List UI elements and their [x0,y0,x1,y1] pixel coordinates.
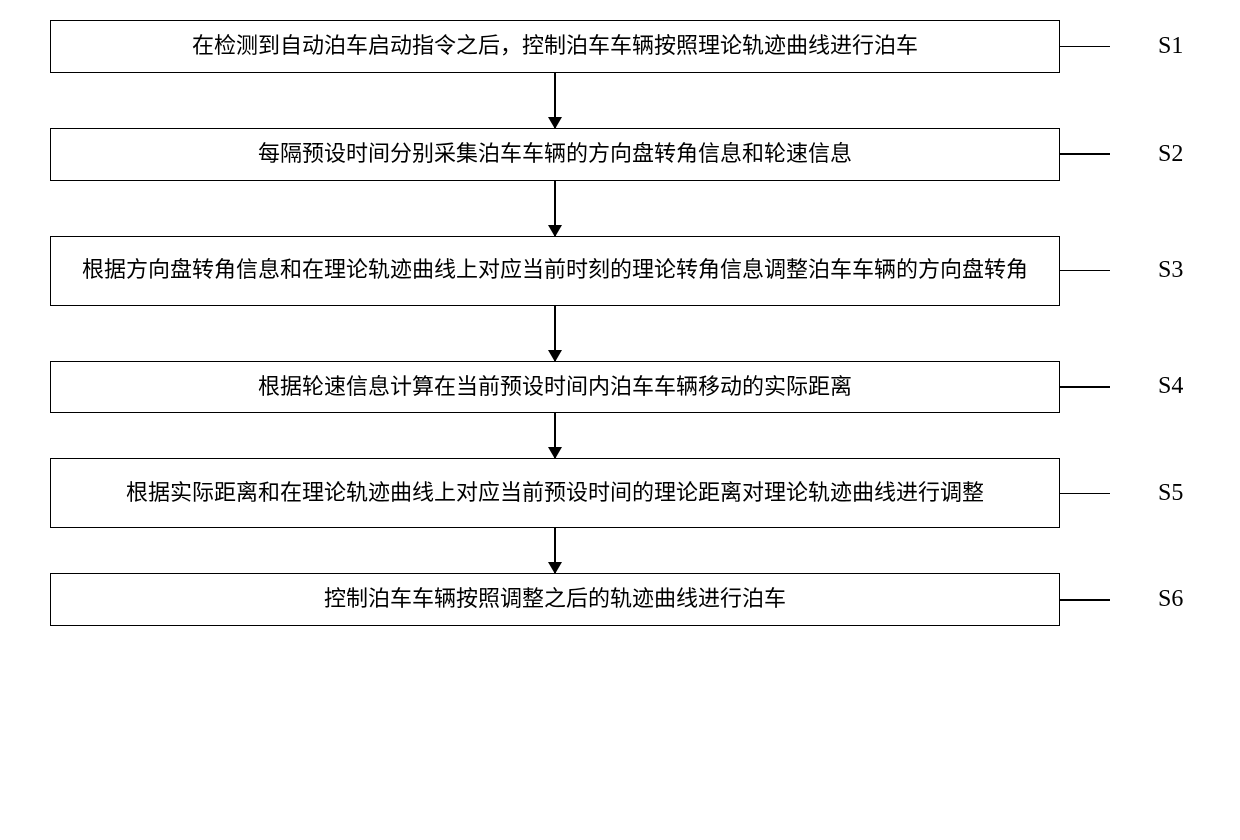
label-connector [1060,386,1110,388]
step-label-s4: S4 [1158,373,1183,400]
label-connector [1060,599,1110,601]
step-box-s4: 根据轮速信息计算在当前预设时间内泊车车辆移动的实际距离 [50,361,1060,414]
arrow-s2-s3 [50,181,1060,236]
label-connector [1060,493,1110,495]
step-box-s5: 根据实际距离和在理论轨迹曲线上对应当前预设时间的理论距离对理论轨迹曲线进行调整 [50,458,1060,528]
label-connector [1060,46,1110,48]
step-row-s1: 在检测到自动泊车启动指令之后，控制泊车车辆按照理论轨迹曲线进行泊车 S1 [50,20,1190,73]
label-group-s2: S2 [1060,141,1183,168]
arrow-icon [554,413,556,458]
arrow-icon [554,73,556,128]
step-text: 根据方向盘转角信息和在理论轨迹曲线上对应当前时刻的理论转角信息调整泊车车辆的方向… [82,255,1028,286]
label-connector [1060,270,1110,272]
label-group-s3: S3 [1060,257,1183,284]
label-group-s1: S1 [1060,33,1183,60]
step-row-s4: 根据轮速信息计算在当前预设时间内泊车车辆移动的实际距离 S4 [50,361,1190,414]
arrow-s4-s5 [50,413,1060,458]
label-group-s4: S4 [1060,373,1183,400]
arrow-s5-s6 [50,528,1060,573]
step-box-s3: 根据方向盘转角信息和在理论轨迹曲线上对应当前时刻的理论转角信息调整泊车车辆的方向… [50,236,1060,306]
step-text: 每隔预设时间分别采集泊车车辆的方向盘转角信息和轮速信息 [258,139,852,170]
step-label-s3: S3 [1158,257,1183,284]
label-connector [1060,153,1110,155]
step-label-s1: S1 [1158,33,1183,60]
step-box-s6: 控制泊车车辆按照调整之后的轨迹曲线进行泊车 [50,573,1060,626]
arrow-icon [554,181,556,236]
step-row-s5: 根据实际距离和在理论轨迹曲线上对应当前预设时间的理论距离对理论轨迹曲线进行调整 … [50,458,1190,528]
arrow-icon [554,306,556,361]
arrow-icon [554,528,556,573]
step-box-s2: 每隔预设时间分别采集泊车车辆的方向盘转角信息和轮速信息 [50,128,1060,181]
step-text: 控制泊车车辆按照调整之后的轨迹曲线进行泊车 [324,584,786,615]
label-group-s5: S5 [1060,480,1183,507]
step-row-s6: 控制泊车车辆按照调整之后的轨迹曲线进行泊车 S6 [50,573,1190,626]
step-box-s1: 在检测到自动泊车启动指令之后，控制泊车车辆按照理论轨迹曲线进行泊车 [50,20,1060,73]
step-text: 根据实际距离和在理论轨迹曲线上对应当前预设时间的理论距离对理论轨迹曲线进行调整 [126,478,984,509]
label-group-s6: S6 [1060,586,1183,613]
step-row-s2: 每隔预设时间分别采集泊车车辆的方向盘转角信息和轮速信息 S2 [50,128,1190,181]
step-text: 根据轮速信息计算在当前预设时间内泊车车辆移动的实际距离 [258,372,852,403]
arrow-s3-s4 [50,306,1060,361]
step-row-s3: 根据方向盘转角信息和在理论轨迹曲线上对应当前时刻的理论转角信息调整泊车车辆的方向… [50,236,1190,306]
flowchart-container: 在检测到自动泊车启动指令之后，控制泊车车辆按照理论轨迹曲线进行泊车 S1 每隔预… [50,20,1190,626]
step-label-s6: S6 [1158,586,1183,613]
step-label-s5: S5 [1158,480,1183,507]
arrow-s1-s2 [50,73,1060,128]
step-label-s2: S2 [1158,141,1183,168]
step-text: 在检测到自动泊车启动指令之后，控制泊车车辆按照理论轨迹曲线进行泊车 [192,31,918,62]
